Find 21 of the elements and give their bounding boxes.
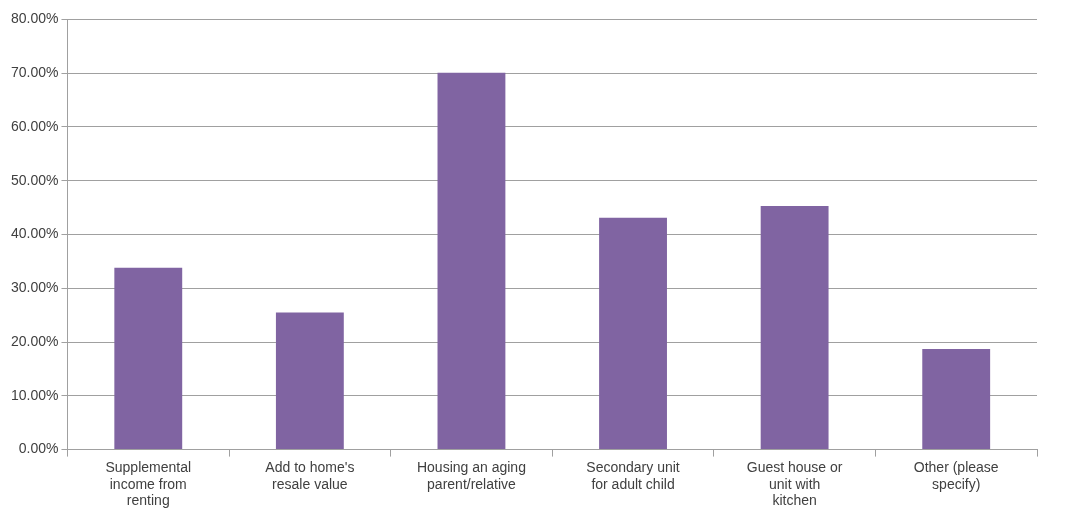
- bar: [114, 267, 183, 450]
- x-tick-label: Housing an aging parent/relative: [416, 458, 526, 492]
- x-tick-label: Other (please specify): [913, 458, 999, 492]
- y-tick-label: 20.00%: [11, 332, 59, 349]
- x-tick-label: Secondary unit for adult child: [586, 458, 680, 492]
- y-tick-label: 40.00%: [11, 225, 59, 242]
- x-tick-label: Supplemental income from renting: [105, 458, 192, 509]
- y-tick-label: 80.00%: [11, 10, 59, 27]
- bar: [599, 217, 667, 450]
- y-tick-label: 60.00%: [11, 117, 59, 134]
- y-tick-label: 10.00%: [11, 386, 59, 403]
- bar: [275, 312, 344, 450]
- bar: [760, 206, 829, 450]
- x-tick-label: Add to home's resale value: [265, 458, 355, 492]
- bar: [437, 72, 506, 450]
- x-tick-label: Guest house or unit with kitchen: [746, 458, 843, 509]
- y-tick-label: 30.00%: [11, 279, 59, 296]
- bar: [922, 349, 991, 450]
- y-tick-label: 0.00%: [18, 440, 59, 457]
- y-tick-label: 50.00%: [11, 171, 59, 188]
- y-tick-label: 70.00%: [11, 64, 59, 81]
